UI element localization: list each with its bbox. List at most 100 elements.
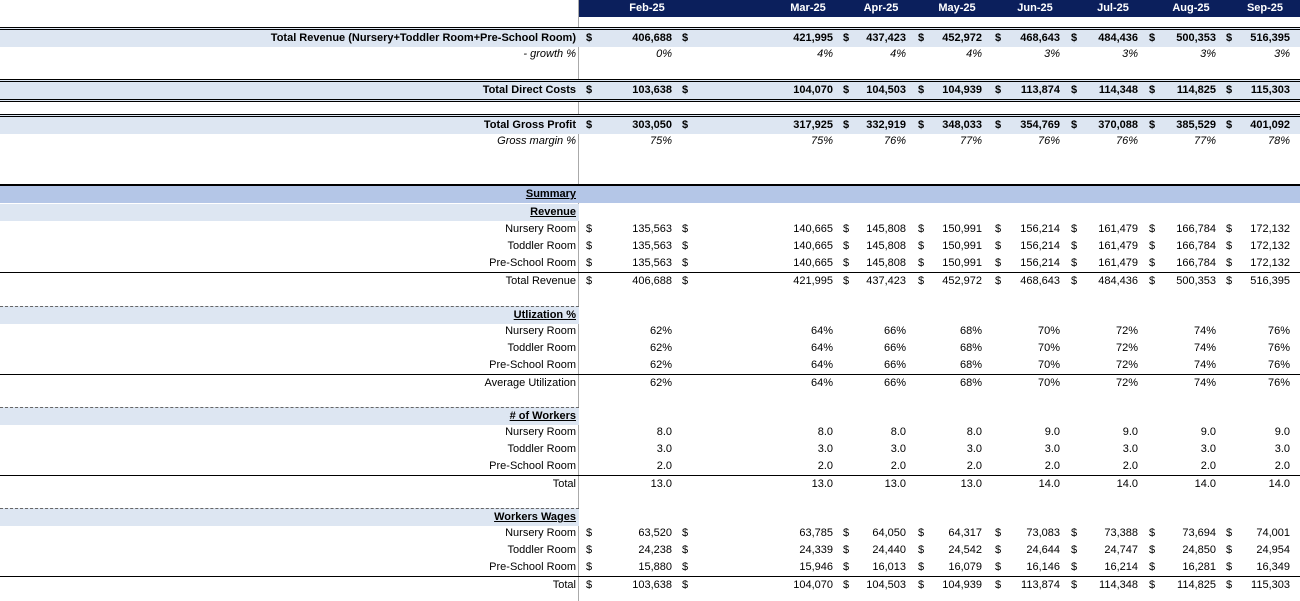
row-label[interactable]: Revenue [530, 206, 576, 218]
value-cell[interactable]: 70% [1037, 342, 1060, 354]
currency-symbol[interactable]: $ [586, 275, 593, 287]
value-cell[interactable]: 3.0 [966, 443, 982, 455]
currency-symbol[interactable]: $ [843, 561, 850, 573]
currency-symbol[interactable]: $ [1071, 223, 1078, 235]
currency-symbol[interactable]: $ [1149, 527, 1156, 539]
value-cell[interactable]: 172,132 [1250, 223, 1290, 235]
currency-symbol[interactable]: $ [843, 527, 850, 539]
value-cell[interactable]: 68% [959, 325, 982, 337]
value-cell[interactable]: 2.0 [1200, 460, 1216, 472]
currency-symbol[interactable]: $ [843, 119, 850, 131]
value-cell[interactable]: 452,972 [942, 275, 982, 287]
value-cell[interactable]: 24,339 [799, 544, 833, 556]
value-cell[interactable]: 66% [883, 342, 906, 354]
row-label[interactable]: Total [552, 579, 576, 591]
value-cell[interactable]: 140,665 [793, 257, 833, 269]
value-cell[interactable]: 104,503 [866, 84, 906, 96]
value-cell[interactable]: 13.0 [960, 478, 982, 490]
value-cell[interactable]: 468,643 [1020, 32, 1060, 44]
value-cell[interactable]: 76% [883, 135, 906, 147]
value-cell[interactable]: 406,688 [632, 32, 672, 44]
value-cell[interactable]: 75% [810, 135, 833, 147]
currency-symbol[interactable]: $ [1226, 223, 1233, 235]
value-cell[interactable]: 76% [1267, 325, 1290, 337]
currency-symbol[interactable]: $ [1226, 275, 1233, 287]
row-label[interactable]: Utlization % [513, 309, 576, 321]
currency-symbol[interactable]: $ [995, 544, 1002, 556]
value-cell[interactable]: 16,349 [1256, 561, 1290, 573]
value-cell[interactable]: 24,850 [1182, 544, 1216, 556]
value-cell[interactable]: 2.0 [1274, 460, 1290, 472]
value-cell[interactable]: 354,769 [1020, 119, 1060, 131]
value-cell[interactable]: 104,070 [793, 579, 833, 591]
column-header[interactable]: May-25 [938, 2, 976, 14]
value-cell[interactable]: 14.0 [1116, 478, 1138, 490]
value-cell[interactable]: 14.0 [1038, 478, 1060, 490]
column-header[interactable]: Jul-25 [1097, 2, 1129, 14]
value-cell[interactable]: 14.0 [1194, 478, 1216, 490]
currency-symbol[interactable]: $ [586, 32, 593, 44]
value-cell[interactable]: 16,146 [1026, 561, 1060, 573]
value-cell[interactable]: 166,784 [1176, 223, 1216, 235]
currency-symbol[interactable]: $ [995, 257, 1002, 269]
row-label[interactable]: Pre-School Room [489, 257, 576, 269]
value-cell[interactable]: 15,946 [799, 561, 833, 573]
value-cell[interactable]: 62% [649, 377, 672, 389]
currency-symbol[interactable]: $ [1226, 527, 1233, 539]
currency-symbol[interactable]: $ [995, 579, 1002, 591]
value-cell[interactable]: 77% [959, 135, 982, 147]
value-cell[interactable]: 16,214 [1104, 561, 1138, 573]
row-label[interactable]: Total [552, 478, 576, 490]
value-cell[interactable]: 172,132 [1250, 257, 1290, 269]
value-cell[interactable]: 348,033 [942, 119, 982, 131]
currency-symbol[interactable]: $ [1149, 561, 1156, 573]
value-cell[interactable]: 63,785 [799, 527, 833, 539]
value-cell[interactable]: 14.0 [1268, 478, 1290, 490]
value-cell[interactable]: 63,520 [638, 527, 672, 539]
value-cell[interactable]: 72% [1115, 342, 1138, 354]
value-cell[interactable]: 104,939 [942, 84, 982, 96]
currency-symbol[interactable]: $ [995, 527, 1002, 539]
currency-symbol[interactable]: $ [1149, 119, 1156, 131]
value-cell[interactable]: 77% [1193, 135, 1216, 147]
value-cell[interactable]: 3.0 [656, 443, 672, 455]
value-cell[interactable]: 66% [883, 325, 906, 337]
currency-symbol[interactable]: $ [1071, 257, 1078, 269]
value-cell[interactable]: 3% [1200, 48, 1216, 60]
currency-symbol[interactable]: $ [843, 84, 850, 96]
row-label[interactable]: Toddler Room [507, 342, 576, 354]
row-label[interactable]: Total Direct Costs [482, 84, 576, 96]
value-cell[interactable]: 104,070 [793, 84, 833, 96]
currency-symbol[interactable]: $ [682, 275, 689, 287]
row-label[interactable]: Pre-School Room [489, 460, 576, 472]
value-cell[interactable]: 437,423 [866, 275, 906, 287]
value-cell[interactable]: 3% [1122, 48, 1138, 60]
row-label[interactable]: Total Revenue (Nursery+Toddler Room+Pre-… [270, 32, 576, 44]
currency-symbol[interactable]: $ [843, 32, 850, 44]
row-label[interactable]: Summary [525, 188, 576, 200]
currency-symbol[interactable]: $ [1226, 579, 1233, 591]
value-cell[interactable]: 421,995 [793, 32, 833, 44]
currency-symbol[interactable]: $ [682, 527, 689, 539]
currency-symbol[interactable]: $ [586, 579, 593, 591]
currency-symbol[interactable]: $ [918, 119, 925, 131]
value-cell[interactable]: 76% [1037, 135, 1060, 147]
currency-symbol[interactable]: $ [1071, 119, 1078, 131]
row-label[interactable]: Workers Wages [494, 511, 576, 523]
currency-symbol[interactable]: $ [1071, 275, 1078, 287]
value-cell[interactable]: 74% [1193, 359, 1216, 371]
value-cell[interactable]: 8.0 [890, 426, 906, 438]
value-cell[interactable]: 3.0 [1044, 443, 1060, 455]
value-cell[interactable]: 156,214 [1020, 240, 1060, 252]
value-cell[interactable]: 516,395 [1250, 275, 1290, 287]
value-cell[interactable]: 16,079 [948, 561, 982, 573]
value-cell[interactable]: 64,317 [948, 527, 982, 539]
value-cell[interactable]: 3% [1274, 48, 1290, 60]
value-cell[interactable]: 66% [883, 377, 906, 389]
row-label[interactable]: Average Utilization [484, 377, 576, 389]
value-cell[interactable]: 115,303 [1250, 84, 1290, 96]
currency-symbol[interactable]: $ [1149, 544, 1156, 556]
value-cell[interactable]: 135,563 [632, 257, 672, 269]
value-cell[interactable]: 150,991 [942, 257, 982, 269]
currency-symbol[interactable]: $ [995, 32, 1002, 44]
